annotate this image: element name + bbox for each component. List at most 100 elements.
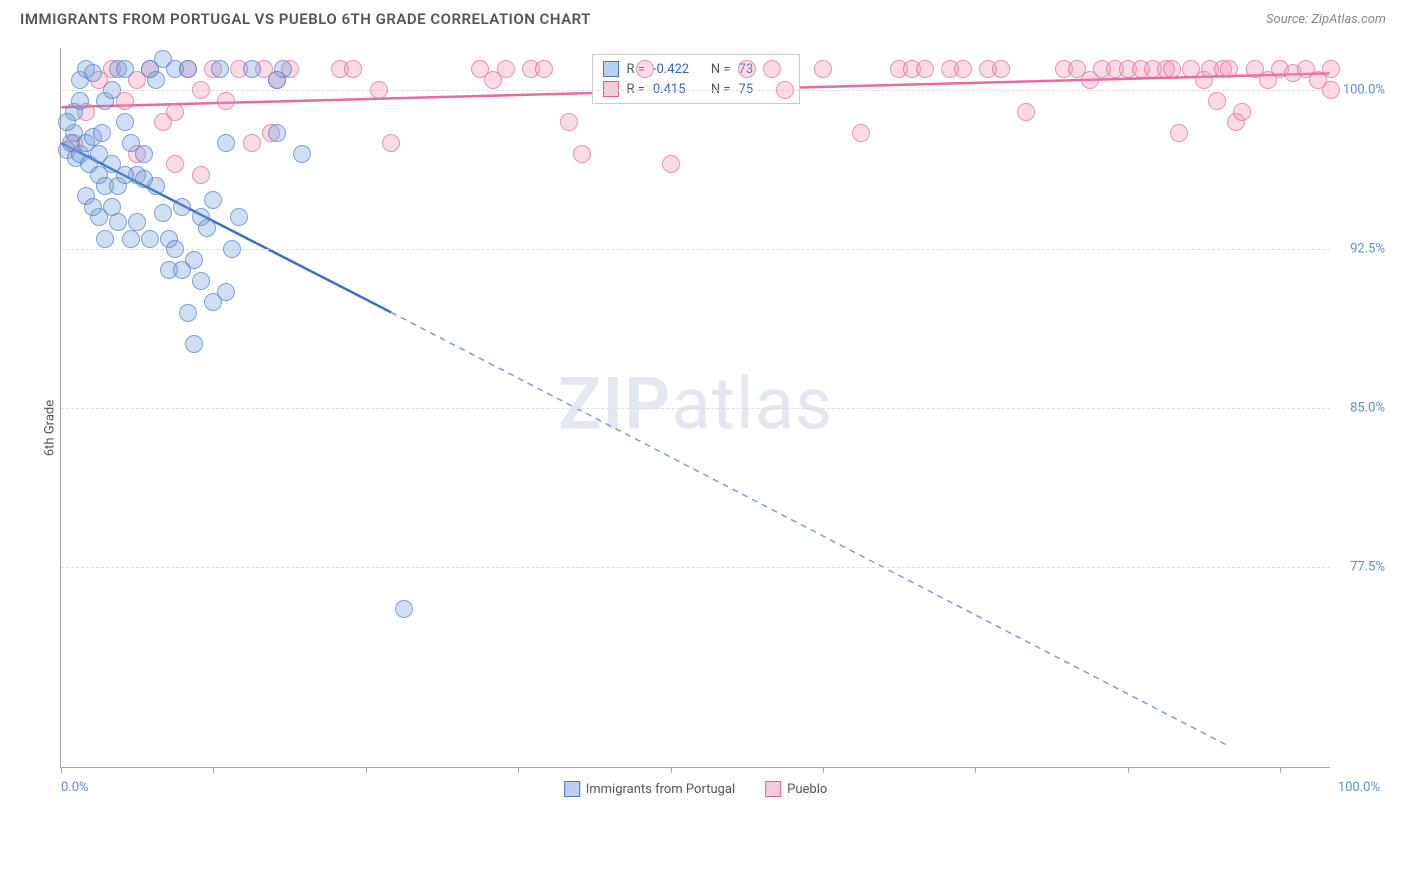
scatter-point-blue — [166, 240, 184, 258]
scatter-point-blue — [223, 240, 241, 258]
scatter-point-blue — [230, 208, 248, 226]
scatter-point-pink — [1220, 60, 1238, 78]
scatter-point-pink — [1322, 60, 1340, 78]
scatter-point-blue — [179, 304, 197, 322]
scatter-point-pink — [776, 81, 794, 99]
scatter-point-blue — [128, 213, 146, 231]
scatter-point-pink — [662, 155, 680, 173]
y-tick-label: 85.0% — [1350, 401, 1385, 416]
scatter-point-pink — [243, 134, 261, 152]
legend-swatch-pink — [602, 81, 618, 97]
scatter-point-pink — [1208, 92, 1226, 110]
scatter-point-pink — [1233, 103, 1251, 121]
scatter-point-pink — [166, 103, 184, 121]
x-axis-min-label: 0.0% — [61, 780, 89, 795]
legend-stats-row-blue: R = -0.422 N = 73 — [602, 59, 788, 79]
watermark: ZIPatlas — [558, 361, 833, 446]
scatter-point-pink — [852, 124, 870, 142]
legend-item-pink: Pueblo — [765, 781, 827, 797]
y-tick-label: 92.5% — [1350, 242, 1385, 257]
x-tick — [1128, 767, 1129, 773]
chart-container: 6th Grade ZIPatlas R = -0.422 N = 73 R =… — [60, 48, 1380, 808]
scatter-point-blue — [71, 92, 89, 110]
scatter-point-blue — [141, 230, 159, 248]
scatter-point-pink — [738, 60, 756, 78]
scatter-point-pink — [763, 60, 781, 78]
scatter-point-blue — [147, 71, 165, 89]
watermark-light: atlas — [671, 361, 833, 446]
scatter-point-blue — [147, 177, 165, 195]
scatter-point-blue — [198, 219, 216, 237]
scatter-point-blue — [154, 204, 172, 222]
scatter-point-pink — [636, 60, 654, 78]
legend-label-pink: Pueblo — [787, 782, 827, 797]
scatter-point-blue — [116, 166, 134, 184]
scatter-point-blue — [173, 198, 191, 216]
x-tick — [213, 767, 214, 773]
legend-swatch-blue — [564, 781, 580, 797]
scatter-point-pink — [192, 166, 210, 184]
legend-swatch-pink — [765, 781, 781, 797]
scatter-point-blue — [217, 134, 235, 152]
scatter-point-blue — [84, 64, 102, 82]
grid-line — [61, 567, 1330, 568]
legend-stats-row-pink: R = 0.415 N = 75 — [602, 79, 788, 99]
scatter-point-pink — [573, 145, 591, 163]
scatter-point-blue — [96, 230, 114, 248]
scatter-point-blue — [58, 113, 76, 131]
grid-line — [61, 249, 1330, 250]
r-value-pink: 0.415 — [653, 82, 703, 97]
scatter-point-blue — [192, 272, 210, 290]
scatter-point-blue — [93, 124, 111, 142]
scatter-point-blue — [84, 198, 102, 216]
scatter-point-blue — [243, 60, 261, 78]
y-axis-title: 6th Grade — [43, 400, 58, 456]
legend-item-blue: Immigrants from Portugal — [564, 781, 735, 797]
x-tick — [366, 767, 367, 773]
scatter-point-pink — [1163, 60, 1181, 78]
scatter-point-blue — [268, 124, 286, 142]
scatter-point-blue — [274, 60, 292, 78]
scatter-point-blue — [135, 145, 153, 163]
scatter-point-pink — [192, 81, 210, 99]
scatter-point-pink — [1322, 81, 1340, 99]
scatter-point-blue — [204, 191, 222, 209]
r-value-blue: -0.422 — [653, 62, 703, 77]
x-tick — [1280, 767, 1281, 773]
scatter-point-blue — [217, 283, 235, 301]
n-label: N = — [711, 62, 731, 77]
r-label: R = — [626, 82, 644, 97]
scatter-point-pink — [382, 134, 400, 152]
grid-line — [61, 90, 1330, 91]
scatter-point-pink — [814, 60, 832, 78]
scatter-point-pink — [217, 92, 235, 110]
grid-line — [61, 408, 1330, 409]
scatter-point-pink — [535, 60, 553, 78]
bottom-legend: Immigrants from Portugal Pueblo — [564, 781, 828, 797]
scatter-point-blue — [116, 113, 134, 131]
scatter-point-pink — [992, 60, 1010, 78]
legend-label-blue: Immigrants from Portugal — [586, 782, 735, 797]
scatter-point-blue — [395, 600, 413, 618]
legend-swatch-blue — [602, 61, 618, 77]
x-tick — [975, 767, 976, 773]
y-tick-label: 100.0% — [1343, 83, 1385, 98]
scatter-point-pink — [166, 155, 184, 173]
scatter-point-blue — [179, 60, 197, 78]
scatter-point-pink — [954, 60, 972, 78]
scatter-point-blue — [109, 213, 127, 231]
scatter-point-pink — [497, 60, 515, 78]
x-tick — [823, 767, 824, 773]
x-axis-max-label: 100.0% — [1338, 780, 1380, 795]
scatter-point-pink — [916, 60, 934, 78]
source-label: Source: ZipAtlas.com — [1266, 12, 1386, 27]
scatter-point-blue — [116, 60, 134, 78]
scatter-point-blue — [173, 261, 191, 279]
x-tick — [518, 767, 519, 773]
scatter-point-blue — [293, 145, 311, 163]
scatter-point-blue — [122, 230, 140, 248]
y-tick-label: 77.5% — [1350, 559, 1385, 574]
scatter-point-pink — [1170, 124, 1188, 142]
scatter-point-blue — [211, 60, 229, 78]
watermark-bold: ZIP — [558, 361, 671, 446]
